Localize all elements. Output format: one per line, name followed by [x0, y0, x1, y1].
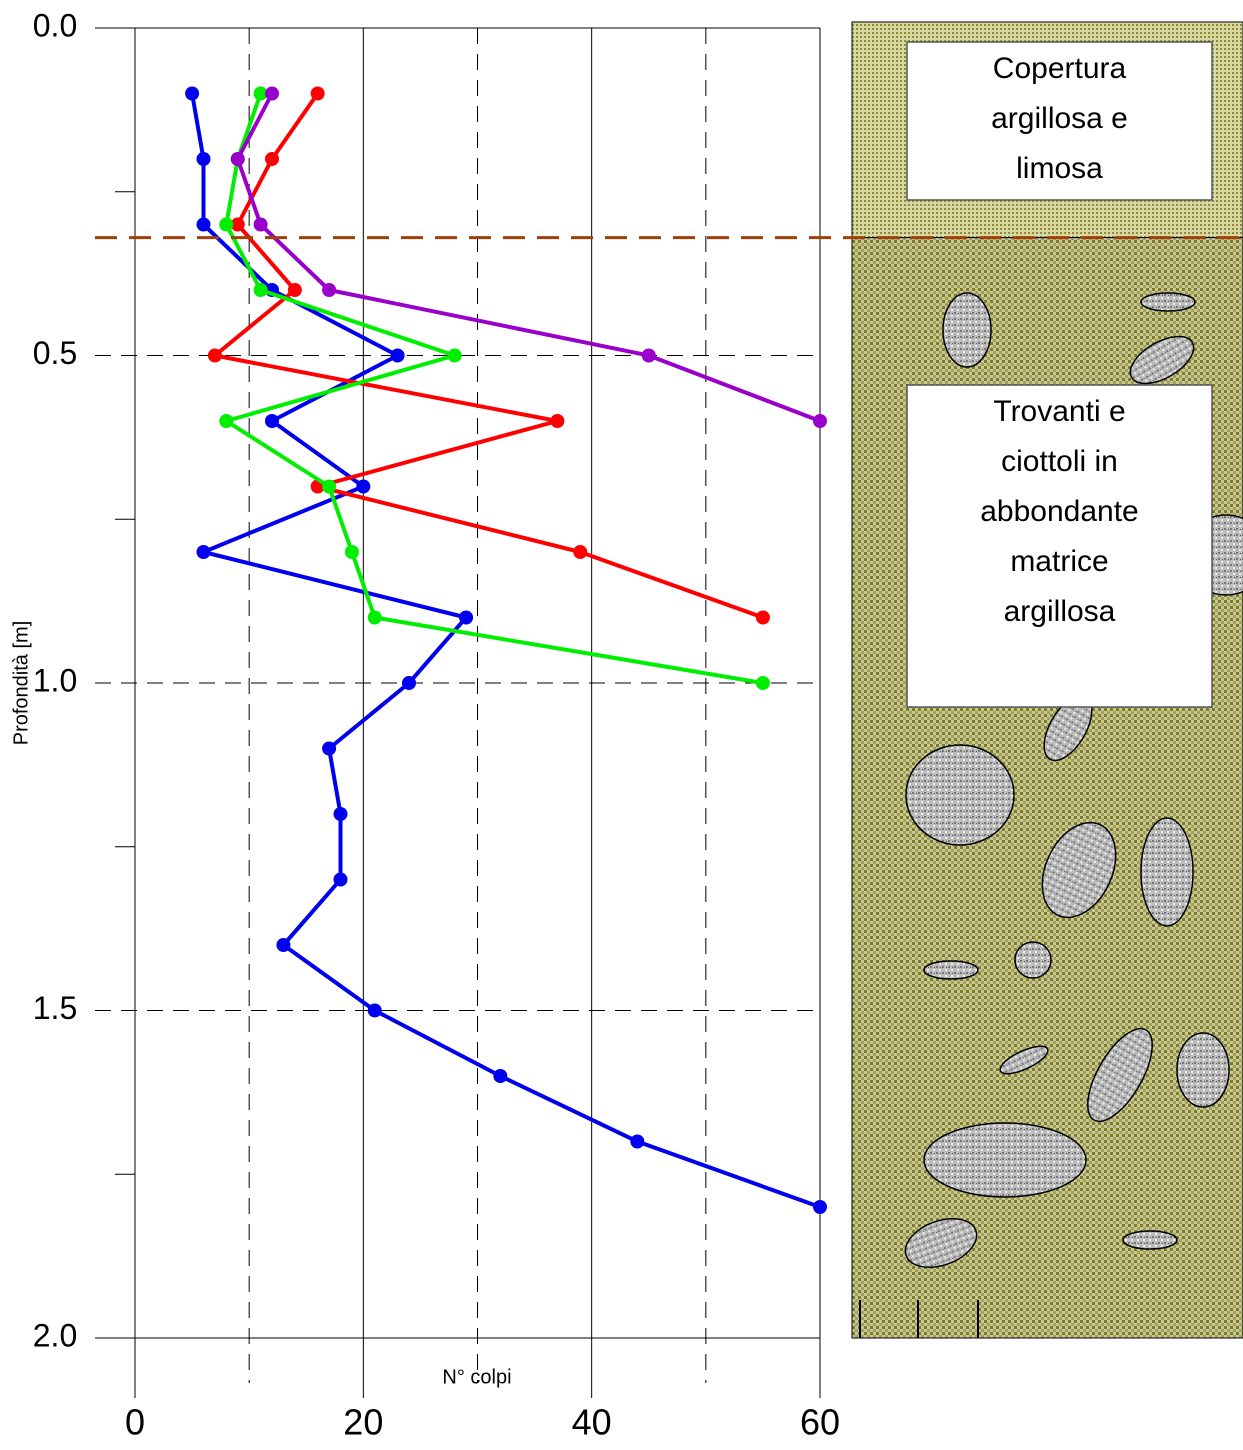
- pebble: [1122, 1230, 1178, 1250]
- data-point: [310, 86, 325, 101]
- series-line: [190, 93, 821, 1209]
- x-tick-label: 60: [800, 1402, 840, 1443]
- data-point: [253, 283, 268, 297]
- pebble: [1140, 817, 1194, 927]
- data-point: [230, 217, 245, 232]
- data-point: [322, 283, 337, 297]
- data-point: [230, 152, 245, 166]
- data-point: [265, 414, 279, 428]
- data-point: [367, 610, 382, 625]
- y-tick-label: 1.5: [33, 990, 77, 1026]
- layer-label-box: [906, 384, 1213, 708]
- x-axis-label: N° colpi: [442, 1366, 511, 1388]
- data-point: [755, 610, 770, 625]
- data-point: [390, 348, 405, 363]
- data-point: [344, 545, 359, 559]
- data-point: [196, 217, 211, 232]
- layer-label: limosa: [1016, 152, 1103, 185]
- pebble: [923, 960, 979, 980]
- pebble: [905, 744, 1015, 846]
- layer-label-box: [906, 41, 1213, 201]
- pebble: [1176, 1032, 1230, 1108]
- data-point: [207, 348, 222, 363]
- data-point: [185, 86, 200, 101]
- data-point: [276, 938, 291, 952]
- data-point: [550, 414, 565, 428]
- pebble: [1140, 292, 1196, 312]
- data-point: [253, 217, 268, 232]
- data-point: [447, 348, 462, 363]
- series-line: [224, 92, 764, 685]
- data-point: [630, 1134, 645, 1149]
- pebble: [923, 1122, 1087, 1198]
- data-point: [493, 1069, 508, 1083]
- y-tick-label: 0.5: [33, 335, 77, 371]
- layer-label: abbondante: [980, 495, 1139, 528]
- y-axis-label: Profondità [m]: [10, 621, 32, 746]
- plot: 0 20 40 60 0.0 0.5 1.0 1.5 2.0 Profondità [m] N° c…: [10, 7, 840, 1442]
- y-tick-label: 2.0: [33, 1317, 77, 1353]
- data-point: [322, 741, 337, 756]
- y-tick-label: 1.0: [33, 662, 77, 698]
- data-point: [196, 152, 211, 166]
- data-point: [573, 545, 588, 559]
- pebble: [1041, 821, 1117, 919]
- data-point: [356, 479, 371, 494]
- data-point: [333, 872, 348, 887]
- data-point: [287, 283, 302, 297]
- layer-label: argillosa e: [991, 102, 1128, 135]
- data-point: [253, 86, 268, 101]
- pebble: [1014, 941, 1052, 979]
- data-point: [265, 86, 279, 101]
- layer-label: argillosa: [1004, 595, 1116, 628]
- data-point: [322, 479, 337, 494]
- pebble: [942, 292, 992, 368]
- data-point: [265, 152, 279, 166]
- strata-column: Copertura argillosa e limosa Trovanti e ciot…: [851, 21, 1243, 1339]
- data-point: [333, 807, 348, 821]
- pebble: [999, 1045, 1049, 1075]
- layer-label: matrice: [1010, 545, 1108, 578]
- data-point: [755, 676, 770, 690]
- data-point: [813, 414, 827, 428]
- pebble: [904, 1218, 978, 1268]
- series-line: [235, 92, 821, 423]
- x-tick-label: 0: [125, 1402, 145, 1443]
- data-point: [813, 1200, 827, 1214]
- x-tick-label: 20: [343, 1402, 383, 1443]
- data-point: [219, 217, 234, 232]
- data-point: [641, 348, 656, 363]
- layer-label: Copertura: [993, 52, 1127, 85]
- data-point: [196, 545, 211, 559]
- x-tick-label: 40: [572, 1402, 612, 1443]
- layer-label: ciottoli in: [1001, 445, 1118, 478]
- y-tick-label: 0.0: [33, 7, 77, 43]
- layer-label: Trovanti e: [993, 395, 1125, 428]
- pebble: [1087, 1027, 1153, 1123]
- pebble: [1129, 335, 1195, 385]
- data-point: [402, 676, 416, 690]
- data-point: [219, 414, 234, 428]
- data-point: [367, 1003, 382, 1018]
- data-point: [459, 610, 474, 625]
